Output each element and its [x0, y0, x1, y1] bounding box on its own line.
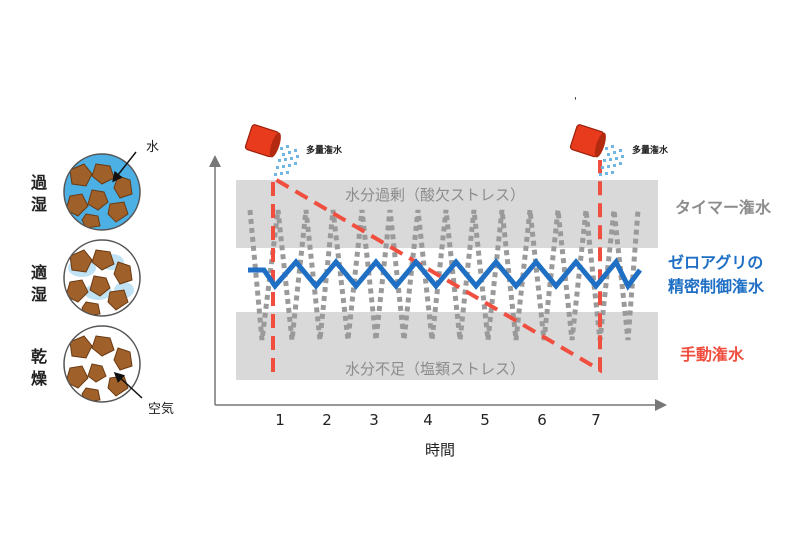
stray-mark: ': [574, 96, 577, 107]
timer-irrigation-line: [247, 209, 641, 341]
water-note: 水: [146, 140, 160, 155]
under-band-label: 水分不足（塩類ストレス）: [345, 360, 525, 378]
x-tick-5: 5: [480, 411, 490, 429]
air-note: 空気: [148, 402, 175, 417]
soil-circle-overwet: [63, 153, 141, 231]
soil-label-optimal: 適湿: [30, 263, 47, 304]
soil-label-overwet: 過湿: [30, 173, 47, 214]
watering-bucket-1: [244, 124, 299, 176]
air-pointer-arrow: [113, 371, 143, 399]
legend-zero-agri-line2: 精密制御潅水: [668, 277, 765, 296]
x-tick-1: 1: [275, 411, 285, 429]
under-water-band: [236, 312, 658, 380]
soil-circle-optimal: [63, 239, 141, 317]
x-tick-4: 4: [423, 411, 433, 429]
water-pointer-arrow: [112, 151, 137, 183]
heavy-irrigation-label-1: 多量潅水: [306, 144, 343, 156]
x-tick-7: 7: [591, 411, 601, 429]
manual-irrigation-line: [271, 160, 602, 374]
legend-manual-label: 手動潅水: [680, 345, 745, 364]
over-band-label: 水分過剰（酸欠ストレス）: [345, 186, 525, 204]
watering-bucket-2: [569, 124, 624, 176]
x-tick-3: 3: [369, 411, 379, 429]
heavy-irrigation-label-2: 多量潅水: [632, 144, 669, 156]
legend-zero-agri-line1: ゼロアグリの: [668, 253, 763, 272]
soil-label-dry: 乾燥: [30, 347, 47, 388]
x-tick-6: 6: [537, 411, 547, 429]
zero-agri-irrigation-line: [248, 257, 642, 291]
x-tick-2: 2: [322, 411, 332, 429]
legend-timer-label: タイマー潅水: [675, 198, 772, 217]
soil-circle-dry: [63, 325, 141, 403]
x-axis-title: 時間: [425, 441, 455, 459]
